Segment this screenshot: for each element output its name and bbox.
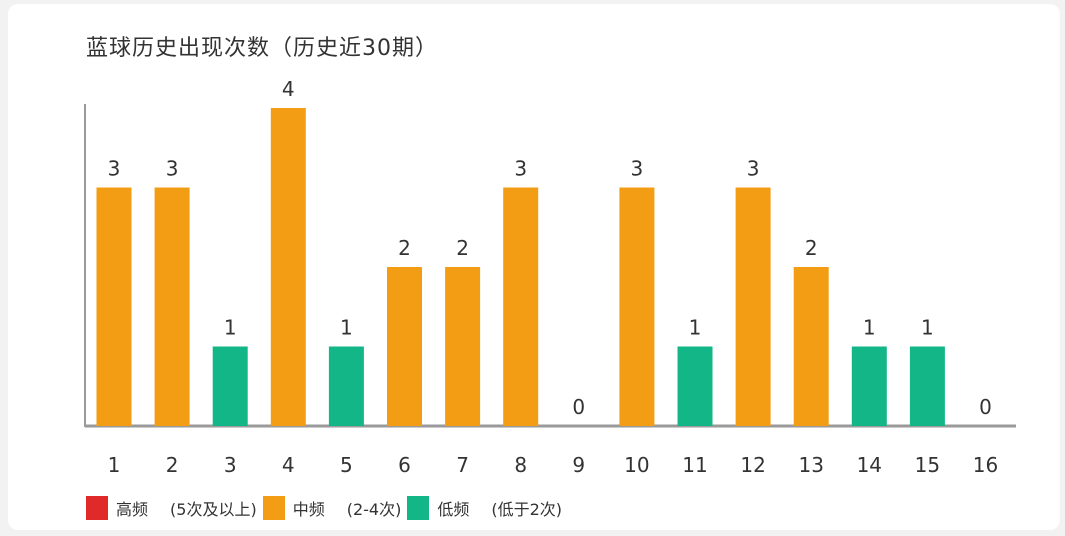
data-label-13: 2 <box>805 236 818 260</box>
x-tick-label-4: 4 <box>282 453 295 477</box>
x-tick-label-13: 13 <box>798 453 823 477</box>
bar-3 <box>213 347 248 427</box>
x-tick-label-12: 12 <box>740 453 765 477</box>
legend-label: 低频 <box>437 496 469 520</box>
x-tick-label-1: 1 <box>108 453 121 477</box>
x-tick-label-15: 15 <box>915 453 940 477</box>
x-tick-label-6: 6 <box>398 453 411 477</box>
bar-7 <box>445 267 480 426</box>
x-tick-label-14: 14 <box>857 453 882 477</box>
x-tick-label-10: 10 <box>624 453 649 477</box>
data-label-6: 2 <box>398 236 411 260</box>
legend-item-0: 高频 (5次及以上) <box>86 496 263 520</box>
legend-swatch <box>86 496 108 520</box>
bar-8 <box>503 188 538 427</box>
x-tick-label-2: 2 <box>166 453 179 477</box>
x-tick-label-3: 3 <box>224 453 237 477</box>
data-label-3: 1 <box>224 316 237 340</box>
bar-15 <box>910 347 945 427</box>
bar-1 <box>97 188 132 427</box>
x-tick-label-7: 7 <box>456 453 469 477</box>
x-tick-label-9: 9 <box>572 453 585 477</box>
legend-swatch <box>407 496 429 520</box>
x-tick-label-8: 8 <box>514 453 527 477</box>
legend-item-1: 中频 (2-4次) <box>263 496 408 520</box>
data-label-8: 3 <box>514 157 527 181</box>
legend-swatch <box>263 496 285 520</box>
bar-10 <box>619 188 654 427</box>
data-label-7: 2 <box>456 236 469 260</box>
bar-5 <box>329 347 364 427</box>
bar-2 <box>155 188 190 427</box>
legend-note: (2-4次) <box>347 496 402 520</box>
bar-13 <box>794 267 829 426</box>
data-label-16: 0 <box>979 395 992 419</box>
legend-note: (5次及以上) <box>170 496 257 520</box>
bar-12 <box>736 188 771 427</box>
data-label-12: 3 <box>747 157 760 181</box>
legend-item-2: 低频 (低于2次) <box>407 496 568 520</box>
legend-label: 高频 <box>116 496 148 520</box>
legend-label: 中频 <box>293 496 325 520</box>
bar-11 <box>678 347 713 427</box>
data-label-14: 1 <box>863 316 876 340</box>
x-tick-label-16: 16 <box>973 453 998 477</box>
legend: 高频 (5次及以上) 中频 (2-4次) 低频 (低于2次) <box>86 496 568 520</box>
data-label-15: 1 <box>921 316 934 340</box>
data-label-2: 3 <box>166 157 179 181</box>
bar-4 <box>271 108 306 426</box>
data-label-1: 3 <box>108 157 121 181</box>
legend-note: (低于2次) <box>491 496 562 520</box>
data-label-4: 4 <box>282 77 295 101</box>
data-label-5: 1 <box>340 316 353 340</box>
bar-6 <box>387 267 422 426</box>
data-label-9: 0 <box>572 395 585 419</box>
bar-14 <box>852 347 887 427</box>
data-label-10: 3 <box>631 157 644 181</box>
data-label-11: 1 <box>689 316 702 340</box>
x-tick-label-11: 11 <box>682 453 707 477</box>
x-tick-label-5: 5 <box>340 453 353 477</box>
